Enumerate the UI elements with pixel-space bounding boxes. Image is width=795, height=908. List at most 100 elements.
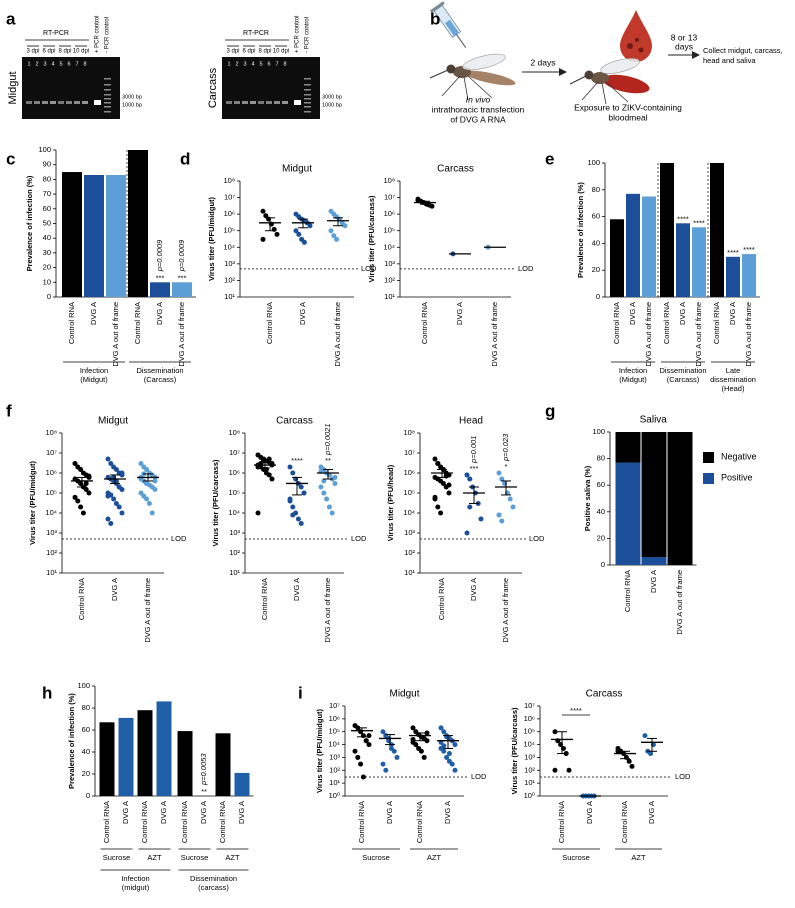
point bbox=[298, 520, 304, 526]
point bbox=[144, 480, 150, 486]
point bbox=[410, 725, 416, 731]
point bbox=[478, 516, 484, 522]
ladder-band bbox=[104, 94, 111, 96]
arrow-label: days bbox=[675, 41, 693, 51]
x-tick-label: DVG A bbox=[237, 801, 246, 824]
group-label: (carcass) bbox=[198, 883, 229, 892]
x-tick-label: Control RNA bbox=[357, 801, 366, 843]
panel-label: a bbox=[6, 9, 16, 28]
point bbox=[446, 490, 452, 496]
point bbox=[421, 754, 427, 760]
point bbox=[629, 763, 635, 769]
y-tick-label: 100 bbox=[587, 158, 600, 167]
significance: * bbox=[505, 462, 508, 471]
x-tick-label: DVG A out of frame bbox=[644, 302, 653, 367]
bar bbox=[710, 163, 724, 297]
point bbox=[552, 767, 558, 773]
lane-number: 1 bbox=[27, 61, 30, 67]
band bbox=[50, 101, 56, 104]
y-tick-label: 10⁴ bbox=[45, 508, 57, 517]
point bbox=[290, 470, 296, 476]
subgroup-label: AZT bbox=[631, 853, 646, 862]
significance: **** bbox=[677, 214, 689, 223]
lod-label: LOD bbox=[351, 534, 367, 543]
point bbox=[360, 774, 366, 780]
point bbox=[144, 466, 150, 472]
timepoint: 8 dpi bbox=[258, 49, 271, 55]
y-tick-label: 40 bbox=[592, 238, 600, 247]
point bbox=[380, 761, 386, 767]
band bbox=[26, 101, 32, 104]
bar bbox=[106, 174, 126, 297]
bar bbox=[215, 733, 231, 796]
y-tick-label: 10³ bbox=[46, 528, 57, 537]
panel-label: e bbox=[545, 149, 554, 168]
x-tick-label: DVG A out of frame bbox=[501, 578, 510, 643]
y-tick-label: 10⁴ bbox=[383, 242, 395, 251]
bar-segment bbox=[615, 462, 641, 565]
significance: **** bbox=[727, 248, 739, 257]
y-tick-label: 10² bbox=[404, 548, 415, 557]
subgroup-label: Sucrose bbox=[562, 853, 590, 862]
y-tick-label: 10⁷ bbox=[329, 701, 340, 710]
bar bbox=[128, 150, 148, 297]
bar bbox=[62, 172, 82, 297]
group-label: Late bbox=[726, 366, 741, 375]
y-tick-label: 80 bbox=[82, 703, 90, 712]
x-tick-label: DVG A bbox=[469, 578, 478, 601]
step-text: Collect midgut, carcass, bbox=[703, 46, 783, 55]
timepoint: 6 dpi bbox=[42, 49, 55, 55]
point bbox=[432, 494, 438, 500]
point bbox=[318, 484, 324, 490]
bar bbox=[156, 701, 172, 796]
point bbox=[438, 510, 444, 516]
x-tick-label: DVG A bbox=[443, 801, 452, 824]
y-tick-label: 10⁶ bbox=[46, 468, 57, 477]
panel-label: i bbox=[298, 683, 303, 702]
y-tick-label: 60 bbox=[592, 212, 600, 221]
timepoint: 6 dpi bbox=[242, 49, 255, 55]
y-tick-label: 10² bbox=[329, 765, 340, 774]
control-label: + PCR control bbox=[295, 15, 301, 53]
point bbox=[366, 733, 372, 739]
y-tick-label: 10³ bbox=[229, 528, 240, 537]
legend-label: Positive bbox=[721, 472, 753, 482]
x-tick-label: DVG A bbox=[199, 801, 208, 824]
point bbox=[111, 496, 117, 502]
p-value: p=0.0053 bbox=[199, 753, 208, 786]
x-tick-label: DVG A out of frame bbox=[111, 302, 120, 367]
ladder-band bbox=[104, 84, 111, 86]
y-tick-label: 0 bbox=[86, 791, 90, 800]
y-tick-label: 10⁴ bbox=[328, 740, 340, 749]
x-tick-label: DVG A bbox=[649, 570, 658, 593]
point bbox=[435, 504, 441, 510]
bar-segment bbox=[641, 557, 667, 565]
band bbox=[282, 101, 288, 104]
point bbox=[260, 236, 266, 242]
band bbox=[82, 101, 88, 104]
y-tick-label: 20 bbox=[82, 769, 90, 778]
point bbox=[415, 197, 421, 203]
ladder-label: 1000 bp bbox=[322, 102, 342, 108]
y-tick-label: 10⁵ bbox=[229, 488, 240, 497]
y-axis-title: Prevalence of infection (%) bbox=[576, 182, 585, 278]
ladder-band bbox=[304, 78, 311, 80]
bar bbox=[150, 282, 170, 297]
point bbox=[432, 456, 438, 462]
point bbox=[269, 476, 275, 482]
x-tick-label: Control RNA bbox=[133, 302, 142, 344]
y-tick-label: 10⁷ bbox=[404, 448, 415, 457]
point bbox=[116, 484, 122, 490]
significance: ** bbox=[201, 787, 207, 796]
y-axis-title: Prevalence of infection (%) bbox=[67, 693, 76, 789]
y-tick-label: 10¹ bbox=[46, 568, 57, 577]
arrow-label: 2 days bbox=[530, 57, 555, 67]
y-tick-label: 10³ bbox=[404, 528, 415, 537]
x-tick-label: DVG A bbox=[647, 801, 656, 824]
chart-title: Head bbox=[459, 416, 483, 427]
point bbox=[116, 504, 122, 510]
group-label: dissemination bbox=[710, 375, 756, 384]
point bbox=[329, 510, 335, 516]
point bbox=[301, 239, 307, 245]
